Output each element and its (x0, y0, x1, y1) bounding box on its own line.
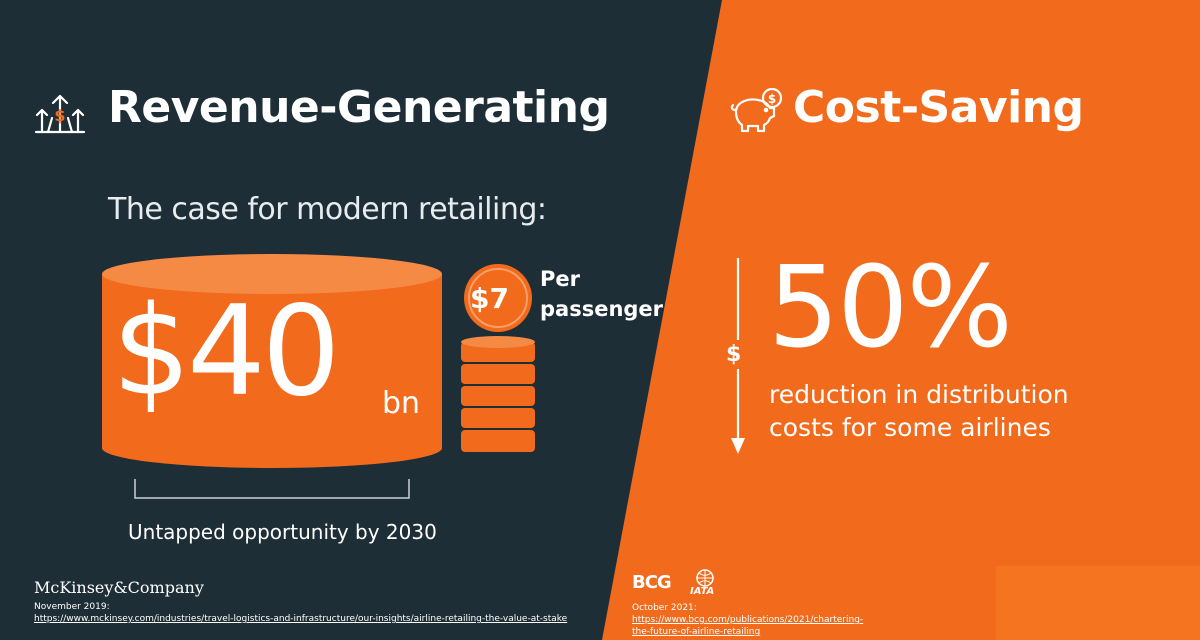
untapped-opportunity-caption: Untapped opportunity by 2030 (128, 520, 437, 544)
coin-stack-graphic (461, 264, 535, 452)
bcg-source-link-1[interactable]: https://www.bcg.com/publications/2021/ch… (632, 615, 864, 625)
dollar-symbol: $ (726, 340, 742, 369)
revenue-title: Revenue-Generating (108, 82, 610, 133)
per-line: Per (540, 267, 580, 291)
orange-corner-patch (996, 566, 1200, 640)
passenger-line: passenger (540, 297, 664, 321)
bcg-source-date: October 2021: (632, 603, 697, 613)
desc-line-2: costs for some airlines (769, 413, 1051, 442)
opportunity-amount: $40 (112, 280, 341, 424)
coin-value: $7 (470, 282, 509, 315)
iata-globe-icon (696, 569, 714, 587)
modern-retailing-subtitle: The case for modern retailing: (108, 192, 547, 227)
iata-logo: IATA (690, 586, 715, 597)
mckinsey-source-link[interactable]: https://www.mckinsey.com/industries/trav… (34, 614, 568, 624)
cylinder-graphic (102, 254, 442, 468)
svg-text:$: $ (54, 106, 65, 125)
bracket-line (134, 479, 410, 499)
bcg-source: October 2021: https://www.bcg.com/public… (632, 602, 922, 638)
per-passenger-label: Per passenger (540, 264, 663, 324)
mckinsey-source-date: November 2019: (34, 602, 110, 612)
reduction-description: reduction in distribution costs for some… (769, 378, 1089, 444)
bcg-source-link-2[interactable]: the-future-of-airline-retailing (632, 627, 761, 637)
reduction-percent: 50% (768, 243, 1013, 373)
bcg-logo: BCG (632, 572, 672, 593)
desc-line-1: reduction in distribution (769, 380, 1069, 409)
svg-text:$: $ (768, 92, 776, 106)
piggy-bank-icon: $ (730, 88, 783, 133)
opportunity-unit: bn (382, 386, 421, 421)
growth-dollar-icon: $ (34, 94, 86, 134)
cost-saving-title: Cost-Saving (793, 82, 1084, 133)
mckinsey-logo: McKinsey&Company (34, 578, 204, 597)
